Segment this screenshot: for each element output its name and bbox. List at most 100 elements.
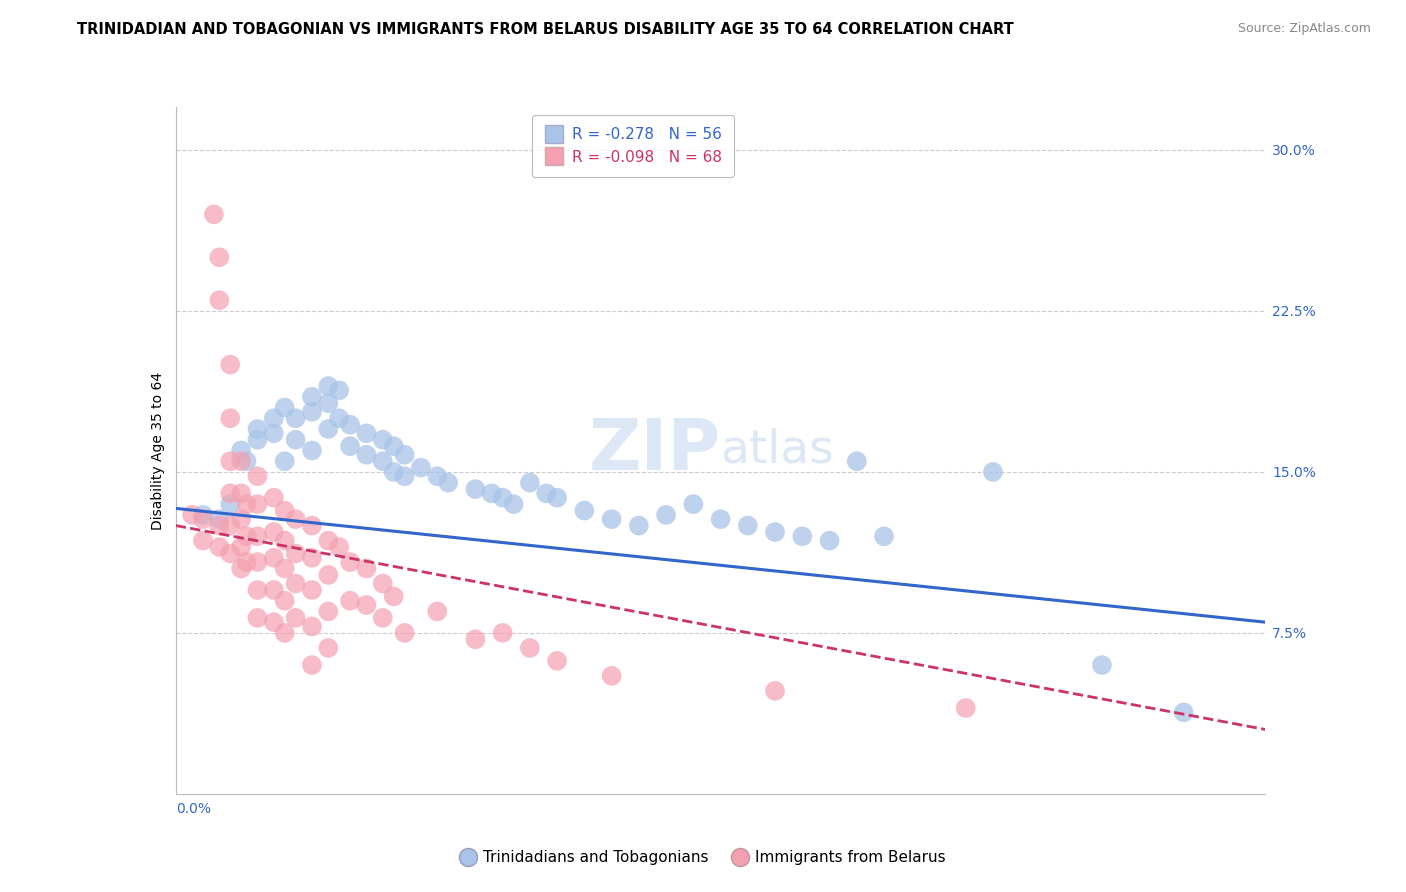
Point: [219, 486, 242, 500]
Point: [356, 426, 378, 441]
Point: [356, 561, 378, 575]
Point: [818, 533, 841, 548]
Point: [328, 540, 350, 554]
Point: [382, 439, 405, 453]
Point: [219, 518, 242, 533]
Point: [301, 405, 323, 419]
Text: Source: ZipAtlas.com: Source: ZipAtlas.com: [1237, 22, 1371, 36]
Point: [235, 454, 257, 468]
Point: [208, 518, 231, 533]
Point: [426, 604, 449, 618]
Point: [382, 590, 405, 604]
Point: [1091, 658, 1114, 673]
Point: [318, 568, 340, 582]
Point: [655, 508, 678, 522]
Point: [574, 503, 596, 517]
Point: [409, 460, 432, 475]
Point: [284, 546, 307, 561]
Point: [328, 411, 350, 425]
Point: [191, 512, 214, 526]
Text: TRINIDADIAN AND TOBAGONIAN VS IMMIGRANTS FROM BELARUS DISABILITY AGE 35 TO 64 CO: TRINIDADIAN AND TOBAGONIAN VS IMMIGRANTS…: [77, 22, 1014, 37]
Point: [600, 669, 623, 683]
Point: [382, 465, 405, 479]
Point: [356, 448, 378, 462]
Point: [546, 654, 568, 668]
Point: [301, 658, 323, 673]
Point: [371, 454, 394, 468]
Point: [191, 533, 214, 548]
Point: [246, 555, 269, 569]
Point: [371, 576, 394, 591]
Point: [284, 411, 307, 425]
Point: [845, 454, 868, 468]
Point: [301, 619, 323, 633]
Point: [181, 508, 204, 522]
Point: [274, 454, 297, 468]
Point: [394, 626, 416, 640]
Point: [246, 497, 269, 511]
Point: [502, 497, 524, 511]
Point: [318, 396, 340, 410]
Point: [792, 529, 814, 543]
Legend: R = -0.278   N = 56, R = -0.098   N = 68: R = -0.278 N = 56, R = -0.098 N = 68: [533, 115, 734, 177]
Point: [737, 518, 759, 533]
Point: [231, 443, 253, 458]
Point: [208, 250, 231, 264]
Point: [246, 433, 269, 447]
Point: [301, 443, 323, 458]
Point: [246, 582, 269, 597]
Point: [328, 384, 350, 398]
Point: [464, 632, 486, 647]
Point: [318, 533, 340, 548]
Point: [981, 465, 1004, 479]
Point: [492, 491, 515, 505]
Point: [481, 486, 503, 500]
Point: [231, 454, 253, 468]
Point: [284, 611, 307, 625]
Point: [519, 475, 541, 490]
Y-axis label: Disability Age 35 to 64: Disability Age 35 to 64: [150, 371, 165, 530]
Point: [534, 486, 557, 500]
Point: [394, 469, 416, 483]
Point: [710, 512, 733, 526]
Point: [284, 576, 307, 591]
Point: [356, 598, 378, 612]
Point: [318, 422, 340, 436]
Point: [371, 611, 394, 625]
Point: [519, 640, 541, 655]
Point: [274, 593, 297, 607]
Text: ZIP: ZIP: [588, 416, 721, 485]
Point: [231, 512, 253, 526]
Point: [301, 390, 323, 404]
Point: [235, 497, 257, 511]
Point: [426, 469, 449, 483]
Point: [763, 524, 786, 539]
Point: [219, 358, 242, 372]
Point: [955, 701, 977, 715]
Point: [246, 529, 269, 543]
Point: [371, 433, 394, 447]
Point: [274, 561, 297, 575]
Point: [284, 512, 307, 526]
Point: [339, 593, 361, 607]
Point: [274, 503, 297, 517]
Point: [873, 529, 896, 543]
Point: [627, 518, 650, 533]
Point: [263, 491, 285, 505]
Point: [219, 497, 242, 511]
Point: [263, 550, 285, 565]
Point: [246, 611, 269, 625]
Point: [208, 512, 231, 526]
Point: [263, 582, 285, 597]
Point: [235, 555, 257, 569]
Point: [318, 379, 340, 393]
Point: [274, 401, 297, 415]
Point: [492, 626, 515, 640]
Point: [219, 454, 242, 468]
Point: [263, 524, 285, 539]
Point: [546, 491, 568, 505]
Point: [318, 604, 340, 618]
Point: [437, 475, 460, 490]
Point: [301, 582, 323, 597]
Point: [301, 518, 323, 533]
